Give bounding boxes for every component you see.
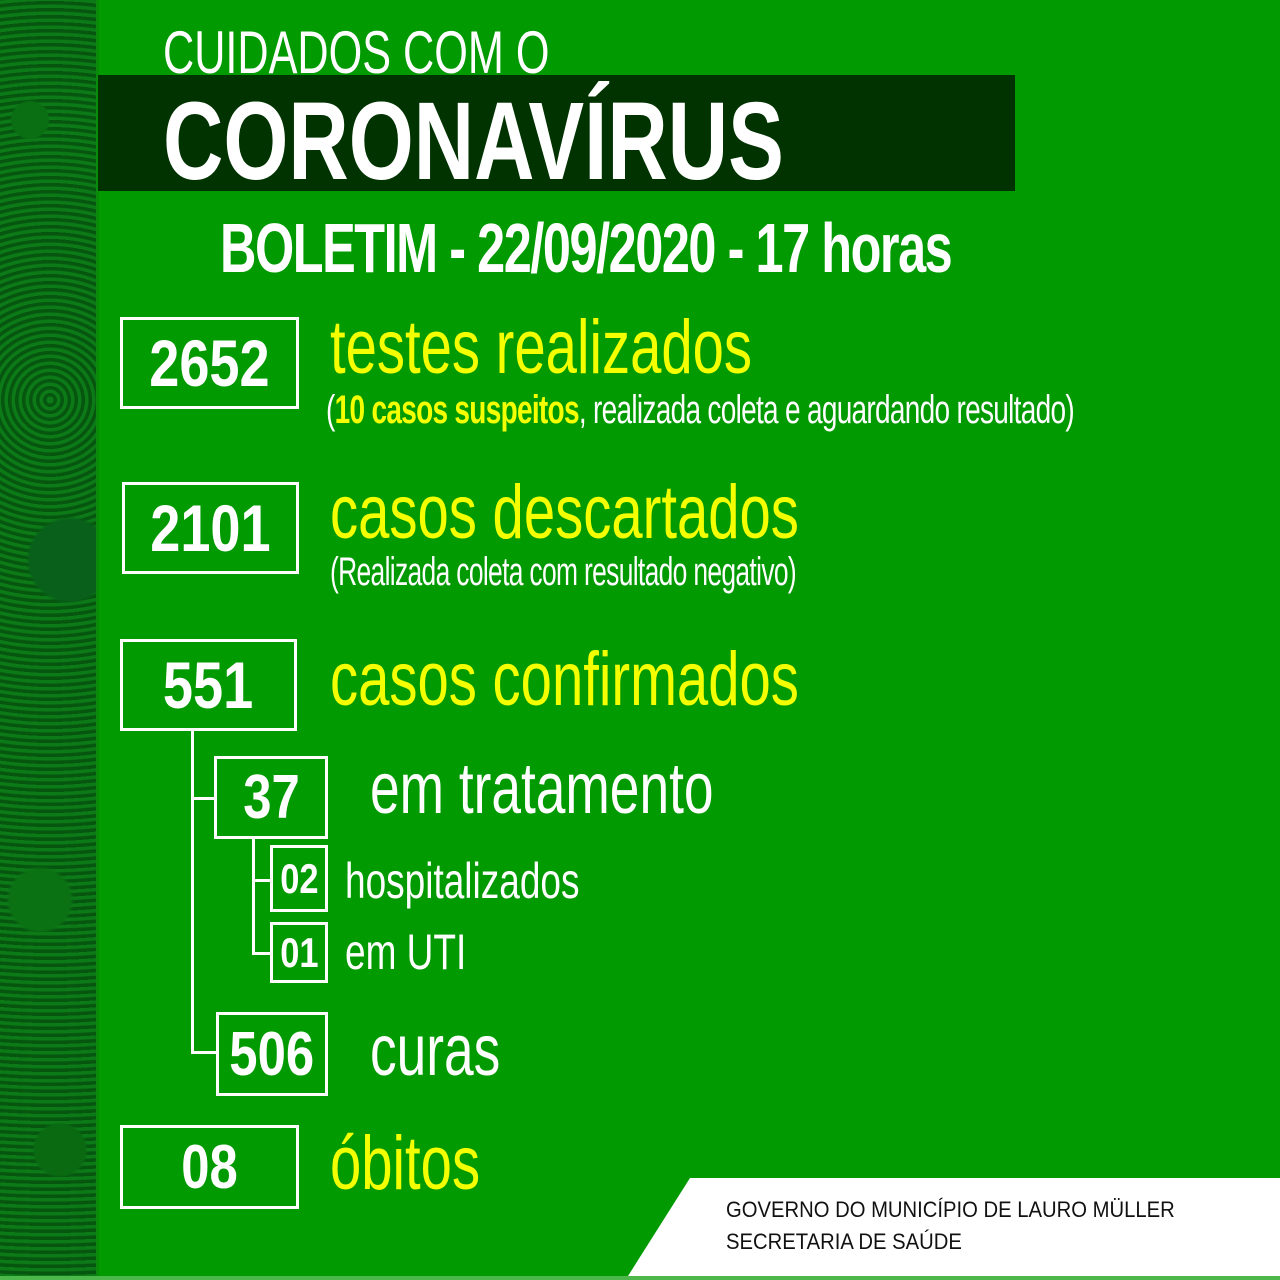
treatment-label: em tratamento bbox=[370, 749, 714, 829]
recovered-label: curas bbox=[370, 1011, 501, 1091]
tree-line bbox=[252, 838, 255, 954]
confirmed-label: casos confirmados bbox=[330, 637, 799, 722]
tests-label: testes realizados bbox=[330, 305, 753, 390]
tree-line bbox=[252, 879, 271, 882]
tree-line bbox=[252, 952, 271, 955]
title-bar bbox=[98, 75, 1015, 191]
confirmed-count-box: 551 bbox=[120, 639, 297, 731]
hospitalized-count-box: 02 bbox=[270, 845, 328, 912]
discarded-label: casos descartados bbox=[330, 470, 799, 555]
discarded-count-box: 2101 bbox=[122, 482, 299, 574]
deaths-count-box: 08 bbox=[120, 1125, 299, 1209]
pretitle: CUIDADOS COM O bbox=[163, 19, 550, 86]
tree-line bbox=[191, 797, 215, 800]
icu-label: em UTI bbox=[345, 924, 467, 980]
divider bbox=[96, 0, 99, 1280]
tree-line bbox=[191, 730, 194, 1054]
page-title: CORONAVÍRUS bbox=[163, 80, 784, 203]
recovered-count-box: 506 bbox=[216, 1012, 328, 1096]
icu-count-box: 01 bbox=[270, 922, 328, 983]
tests-count-box: 2652 bbox=[120, 317, 299, 409]
bulletin-date: BOLETIM - 22/09/2020 - 17 horas bbox=[220, 209, 953, 287]
suspected-cases: 10 casos suspeitos bbox=[334, 388, 580, 432]
tests-note: (10 casos suspeitos, realizada coleta e … bbox=[326, 388, 1075, 432]
discarded-note: (Realizada coleta com resultado negativo… bbox=[330, 550, 797, 594]
hospitalized-label: hospitalizados bbox=[345, 853, 580, 909]
tree-line bbox=[191, 1051, 217, 1054]
virus-texture-strip bbox=[0, 0, 98, 1280]
footer-department: SECRETARIA DE SAÚDE bbox=[726, 1229, 962, 1254]
deaths-label: óbitos bbox=[330, 1121, 481, 1206]
treatment-count-box: 37 bbox=[214, 756, 328, 839]
footer-government: GOVERNO DO MUNICÍPIO DE LAURO MÜLLER bbox=[726, 1197, 1175, 1222]
